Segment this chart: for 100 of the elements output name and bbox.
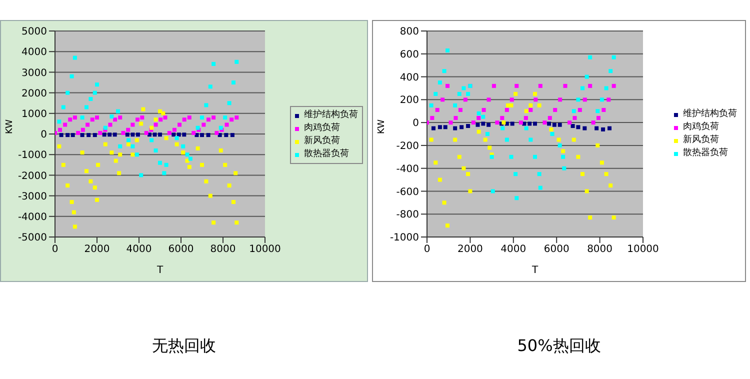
point: [92, 90, 97, 95]
point: [438, 178, 442, 182]
point: [483, 138, 488, 142]
point: [68, 118, 72, 122]
point: [538, 84, 542, 88]
point: [486, 122, 491, 127]
point: [174, 142, 179, 146]
point: [466, 124, 470, 128]
point: [446, 48, 450, 52]
point: [514, 92, 518, 96]
point: [224, 122, 229, 127]
point: [61, 162, 66, 167]
point: [601, 127, 606, 132]
legend-label: 肉鸡负荷: [304, 122, 340, 135]
point: [453, 138, 458, 142]
point: [118, 116, 122, 120]
point: [204, 179, 208, 184]
point: [212, 116, 216, 120]
point: [208, 84, 212, 89]
point: [537, 172, 542, 176]
point: [572, 138, 576, 142]
point: [144, 130, 148, 135]
point: [114, 158, 118, 163]
point: [110, 114, 114, 118]
point: [162, 171, 166, 176]
point: [457, 92, 462, 96]
point: [561, 154, 566, 159]
point: [164, 162, 168, 167]
point: [578, 108, 582, 112]
point: [552, 122, 556, 127]
point: [476, 111, 481, 116]
point: [547, 122, 552, 126]
point: [181, 150, 186, 155]
point: [126, 128, 130, 132]
point: [218, 133, 222, 138]
point: [66, 90, 70, 95]
point: [136, 132, 140, 137]
point: [431, 126, 436, 130]
point: [113, 118, 118, 122]
point: [429, 103, 434, 108]
point: [524, 116, 528, 120]
point: [556, 138, 561, 142]
point: [534, 98, 538, 102]
point: [230, 133, 234, 138]
point: [70, 74, 74, 78]
point: [429, 138, 434, 142]
point: [584, 74, 589, 79]
point: [453, 103, 458, 108]
legend-label: 散热器负荷: [304, 148, 349, 161]
point: [188, 156, 192, 161]
point: [608, 69, 613, 74]
point: [580, 86, 585, 90]
y-tick-label: -800: [396, 210, 419, 221]
point: [88, 96, 93, 101]
legend-label: 维护结构负荷: [304, 109, 358, 122]
point: [584, 189, 589, 194]
point: [118, 152, 122, 157]
point: [130, 122, 135, 127]
point: [558, 143, 562, 148]
x-axis-title: T: [530, 265, 539, 276]
point: [125, 132, 130, 137]
point: [434, 92, 438, 96]
y-tick-label: -200: [396, 140, 419, 152]
point: [558, 122, 562, 127]
point: [234, 116, 239, 120]
point: [608, 126, 612, 130]
point: [158, 160, 162, 165]
point: [172, 132, 176, 137]
point: [454, 116, 458, 120]
point: [139, 173, 144, 178]
point: [481, 114, 486, 119]
point: [66, 133, 70, 138]
y-tick-label: 4000: [22, 47, 47, 58]
y-tick-label: 2000: [22, 88, 47, 100]
y-tick-label: 0: [40, 130, 47, 141]
y-tick-label: -5000: [18, 232, 47, 244]
point: [533, 122, 537, 126]
point: [141, 107, 146, 112]
point: [591, 120, 596, 125]
point: [570, 124, 575, 128]
point: [588, 84, 592, 88]
text: 50%热回收: [516, 336, 602, 357]
y-tick-label: -3000: [18, 191, 47, 202]
point: [442, 200, 446, 205]
point: [61, 105, 66, 110]
text: 无热回收: [151, 336, 217, 357]
point: [95, 116, 99, 120]
point: [154, 118, 158, 122]
point: [537, 103, 542, 108]
point: [504, 138, 509, 142]
point: [504, 122, 509, 126]
point: [121, 130, 126, 135]
point: [227, 101, 232, 106]
point: [208, 194, 212, 198]
point: [92, 186, 97, 190]
point: [462, 166, 466, 170]
point: [596, 109, 600, 114]
point: [558, 98, 562, 102]
x-axis-title: T: [156, 265, 164, 276]
point: [486, 98, 491, 102]
